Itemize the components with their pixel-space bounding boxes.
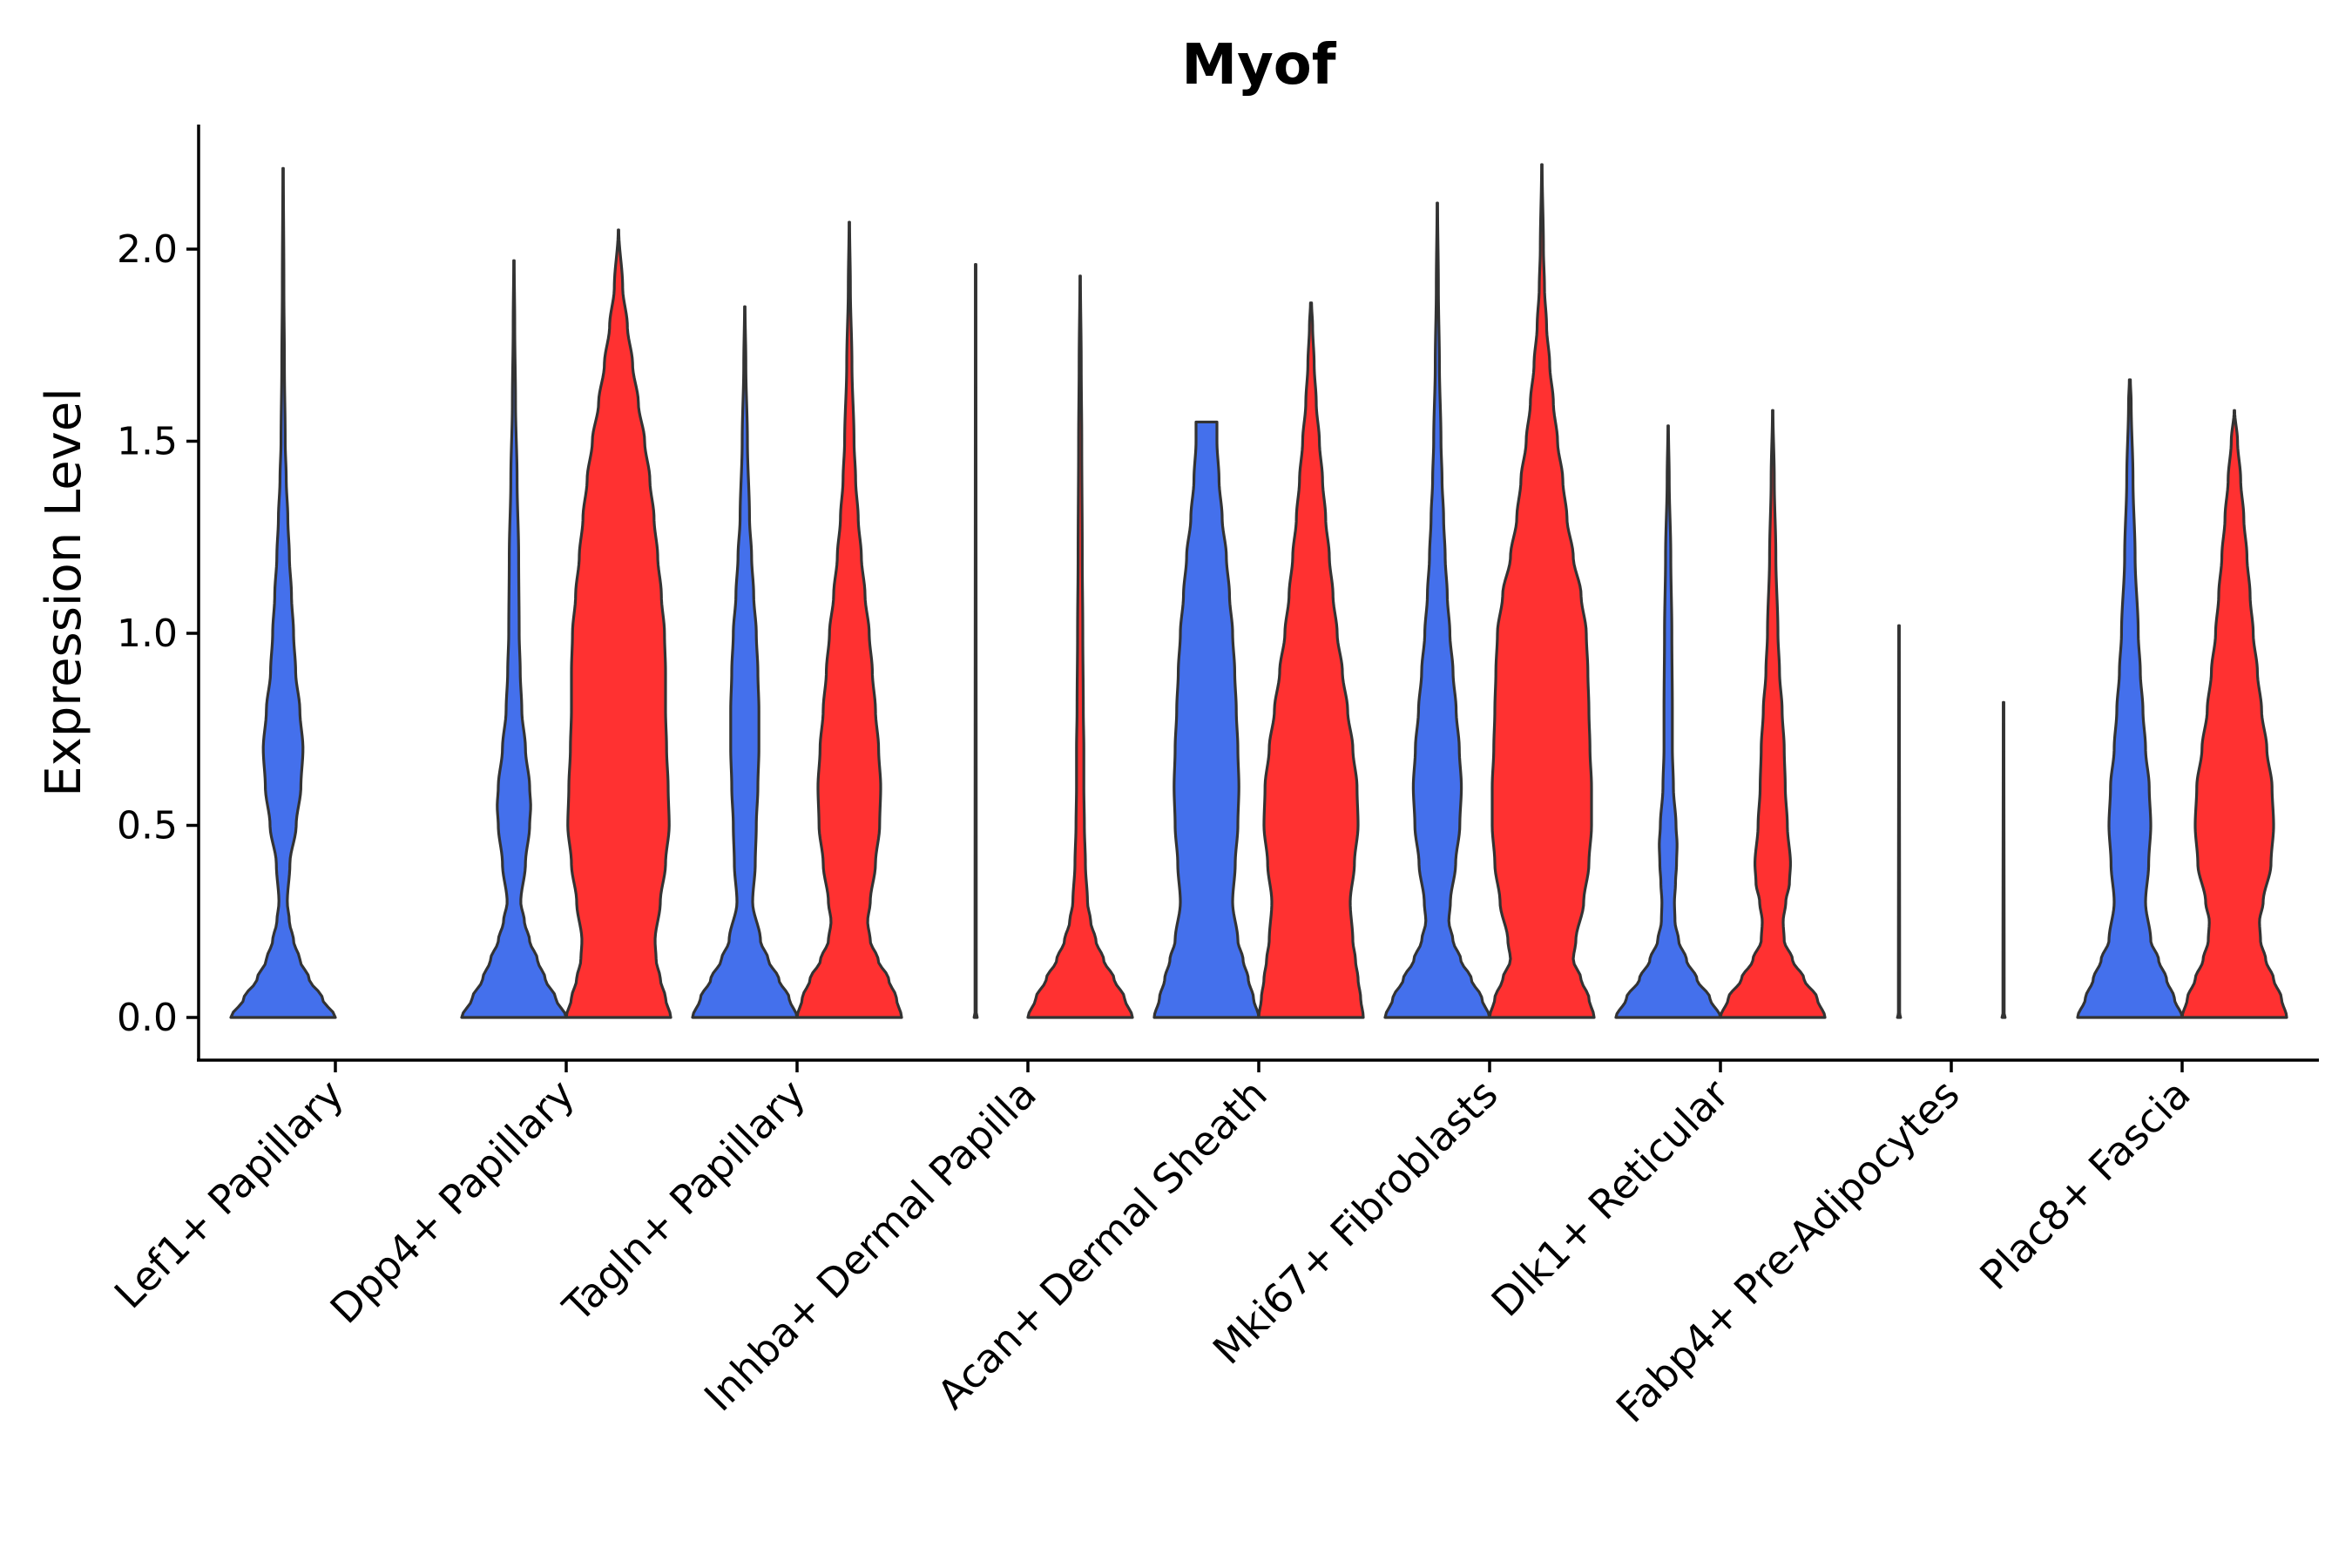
y-tick-label: 1.5 [117,420,178,464]
series-group_2 [564,163,2288,1019]
violin-group_2-3 [1026,274,1134,1019]
violin-group_2-4 [1257,301,1365,1019]
violin-group_2-6 [1719,409,1827,1019]
violin-group_1-5 [1383,201,1491,1019]
y-tick-label: 2.0 [117,227,178,272]
violin-group_2-2 [795,220,903,1019]
plot-area [229,163,2288,1019]
violin-group_1-7 [1896,624,1903,1019]
violin-group_2-1 [564,228,672,1019]
y-tick-label: 0.5 [117,804,178,848]
violin-group_1-6 [1614,424,1722,1019]
violin-group_2-8 [2180,409,2288,1019]
y-tick-label: 1.0 [117,612,178,656]
y-tick-label: 0.0 [117,996,178,1040]
violin-group_1-2 [691,305,799,1019]
y-axis-label: Expression Level [36,388,92,797]
violin-group_1-3 [972,263,979,1019]
series-group_1 [229,166,2184,1019]
violin-group_2-5 [1488,163,1596,1019]
violin-group_1-1 [460,259,568,1019]
violin-group_1-0 [229,166,337,1019]
violin-group_2-7 [2000,700,2007,1019]
violin-group_1-8 [2076,378,2184,1019]
violin-group_1-4 [1152,420,1260,1019]
chart-title: Myof [1181,33,1336,98]
y-axis-ticks: 0.0 0.5 1.0 1.5 2.0 [117,227,199,1040]
